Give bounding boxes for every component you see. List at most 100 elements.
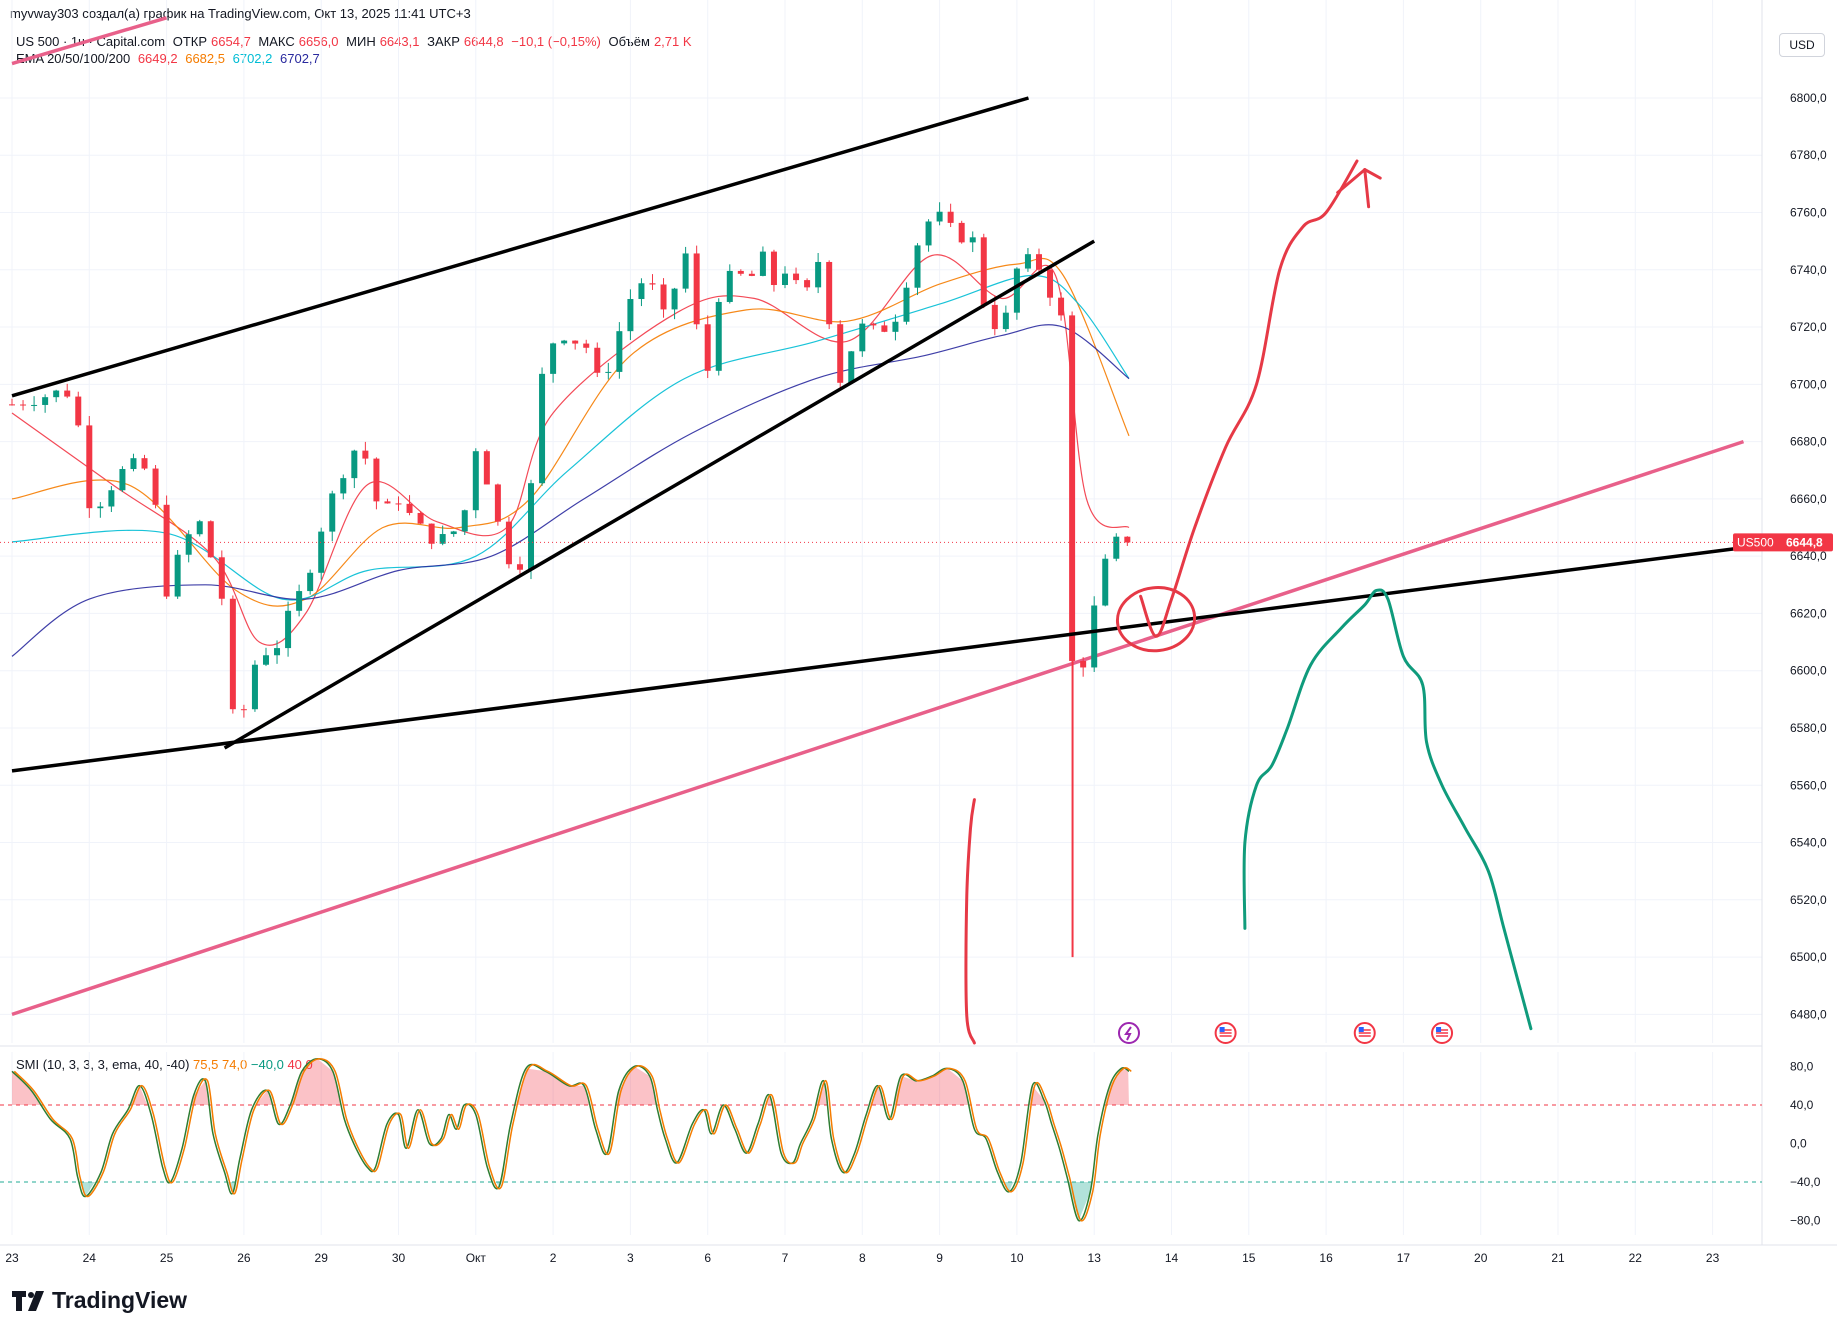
event-markers[interactable] xyxy=(1117,1022,1454,1044)
candle-body xyxy=(793,273,800,281)
drawings-front xyxy=(11,96,1744,1045)
candle-body xyxy=(119,469,126,491)
change-value: −10,1 (−0,15%) xyxy=(511,34,601,49)
candle-body xyxy=(1124,536,1131,543)
black-trendline-1 xyxy=(223,239,1096,750)
candle-body xyxy=(660,284,667,310)
smi-tick-label: 40,0 xyxy=(1790,1098,1814,1112)
candle-body xyxy=(185,534,192,555)
candle-body xyxy=(616,331,623,372)
volume-value: 2,71 K xyxy=(653,34,692,49)
price-axis[interactable]: 6800,0 6780,0 6760,0 6740,0 6720,0 6700,0 6680… xyxy=(1790,91,1827,1228)
red-circle xyxy=(1115,586,1197,653)
candle-body xyxy=(638,283,645,300)
candle-body xyxy=(75,396,82,426)
smi-line xyxy=(13,1057,1132,1222)
candle-body xyxy=(174,554,181,597)
candle-body xyxy=(229,598,236,710)
candle-body xyxy=(483,451,490,485)
time-axis[interactable]: 23 24 25 26 29 30 Окт 2 3 6 7 8 9 10 13 14 15 16 17 20 21 22 2… xyxy=(5,1251,1719,1265)
price-tick-label: 6640,0 xyxy=(1790,549,1827,563)
candle-body xyxy=(296,591,303,611)
candle-body xyxy=(1080,660,1087,668)
lightning-icon xyxy=(1124,1026,1132,1041)
candle-body xyxy=(406,503,413,513)
currency-button[interactable]: USD xyxy=(1779,33,1825,57)
smi-tick-label: 0,0 xyxy=(1790,1137,1807,1151)
candle-body xyxy=(1058,297,1065,316)
time-tick-label: 13 xyxy=(1088,1251,1102,1265)
price-tick-label: 6740,0 xyxy=(1790,263,1827,277)
green-forecast-curve xyxy=(1242,588,1533,1031)
candle-body xyxy=(715,301,722,371)
price-tick-label: 6760,0 xyxy=(1790,206,1827,220)
price-tick-label: 6720,0 xyxy=(1790,320,1827,334)
candle-body xyxy=(351,450,358,479)
close-value: 6644,8 xyxy=(463,34,504,49)
time-tick-label: 17 xyxy=(1397,1251,1411,1265)
time-tick-label: 15 xyxy=(1242,1251,1256,1265)
candle-body xyxy=(1002,312,1009,330)
candle-body xyxy=(561,340,568,344)
time-tick-label: 26 xyxy=(237,1251,251,1265)
chart-attribution: myvway303 создал(а) график на TradingVie… xyxy=(10,6,471,21)
tradingview-logo[interactable]: TradingView xyxy=(12,1287,187,1314)
smi-tick-label: 80,0 xyxy=(1790,1059,1814,1073)
time-tick-label: 10 xyxy=(1010,1251,1024,1265)
time-tick-label: 20 xyxy=(1474,1251,1488,1265)
candle-body xyxy=(991,304,998,330)
candle-body xyxy=(605,371,612,373)
candle-body xyxy=(207,521,214,558)
low-label: МИН xyxy=(346,34,376,49)
price-tick-label: 6680,0 xyxy=(1790,435,1827,449)
pink-trendline-1 xyxy=(11,16,168,66)
candle-body xyxy=(682,253,689,289)
price-tick-label: 6620,0 xyxy=(1790,606,1827,620)
smi-value-1: 75,5 xyxy=(193,1057,219,1072)
candle-body xyxy=(958,222,965,243)
red-vertical-squiggle xyxy=(964,798,976,1045)
time-tick-label: 14 xyxy=(1165,1251,1179,1265)
price-tick-label: 6500,0 xyxy=(1790,950,1827,964)
red-arrow-curve xyxy=(1139,159,1359,638)
candle-body xyxy=(307,572,314,592)
time-tick-label: 25 xyxy=(160,1251,174,1265)
price-tick-label: 6800,0 xyxy=(1790,91,1827,105)
candle-body xyxy=(903,287,910,322)
candle-body xyxy=(505,521,512,565)
candle-body xyxy=(439,534,446,544)
candle-body xyxy=(770,251,777,286)
flag-canton xyxy=(1436,1027,1442,1032)
ema100-value: 6702,2 xyxy=(232,51,273,66)
smi-legend[interactable]: SMI (10, 3, 3, 3, ema, 40, -40) 75,5 74,… xyxy=(16,1057,313,1072)
candle-body xyxy=(837,324,844,383)
ema100-line xyxy=(11,274,1130,601)
candle-body xyxy=(461,510,468,532)
candle-body xyxy=(373,458,380,502)
candle-body xyxy=(969,237,976,243)
candle-body xyxy=(583,343,590,348)
time-tick-label: 29 xyxy=(315,1251,329,1265)
drawings-back xyxy=(11,16,1745,1017)
candle-body xyxy=(782,273,788,286)
candle-body xyxy=(516,564,523,570)
ema-lines xyxy=(11,254,1130,657)
ema20-line xyxy=(11,254,1130,646)
brand-name: TradingView xyxy=(52,1287,188,1313)
candle-body xyxy=(163,504,170,597)
candle-body xyxy=(31,404,38,406)
time-tick-label: 30 xyxy=(392,1251,406,1265)
black-trendline-2 xyxy=(11,545,1744,773)
candle-body xyxy=(980,237,987,305)
candle-body xyxy=(925,221,932,246)
candle-body xyxy=(848,351,855,383)
candle-body xyxy=(539,373,546,484)
smi-value-2: 74,0 xyxy=(221,1057,248,1072)
smi-oversold-fill xyxy=(12,1182,1129,1221)
candle-body xyxy=(1069,315,1076,661)
candle-body xyxy=(97,506,104,509)
time-tick-label: 2 xyxy=(550,1251,557,1265)
candle-body xyxy=(726,270,733,302)
grid xyxy=(0,0,1837,1246)
